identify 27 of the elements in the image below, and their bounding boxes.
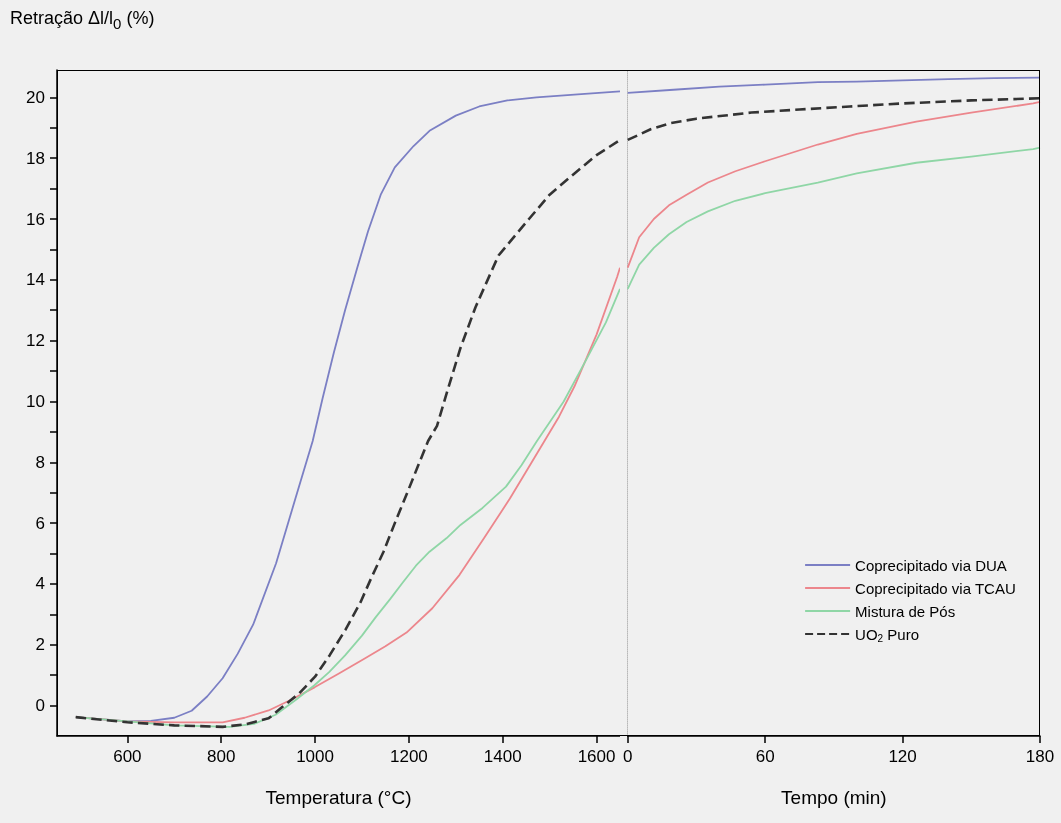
legend-label: Coprecipitado via DUA (855, 556, 1007, 574)
legend-label: Coprecipitado via TCAU (855, 579, 1016, 597)
x-axis-title: Tempo (min) (781, 787, 887, 808)
y-tick-label: 14 (26, 270, 45, 290)
y-tick-label: 0 (35, 696, 45, 716)
y-tick-label: 18 (26, 148, 45, 168)
y-tick-label: 20 (26, 87, 45, 107)
x-axis-title: Temperatura (°C) (265, 787, 412, 808)
y-axis-title: Retração Δl/l$_{0}$ (%) (10, 8, 155, 32)
x-tick-label: 1400 (483, 747, 522, 766)
legend-label: Mistura de Pós (855, 602, 956, 620)
x-tick-label: 1200 (389, 747, 428, 766)
x-tick-label: 600 (113, 747, 142, 766)
y-tick-label: 4 (35, 574, 45, 594)
x-tick-label: 1000 (296, 747, 334, 766)
y-tick-label: 10 (26, 391, 45, 411)
y-tick-label: 2 (35, 635, 45, 655)
y-tick-label: 8 (35, 452, 45, 472)
x-tick-label: 0 (622, 747, 633, 766)
x-tick-label: 180 (1025, 747, 1055, 766)
y-tick-label: 6 (35, 513, 45, 533)
y-tick-label: 16 (26, 209, 45, 229)
x-tick-label: 800 (207, 747, 236, 766)
x-tick-label: 1600 (577, 747, 616, 766)
x-tick-label: 120 (888, 747, 917, 766)
y-tick-label: 12 (26, 331, 45, 351)
x-tick-label: 60 (755, 747, 775, 766)
